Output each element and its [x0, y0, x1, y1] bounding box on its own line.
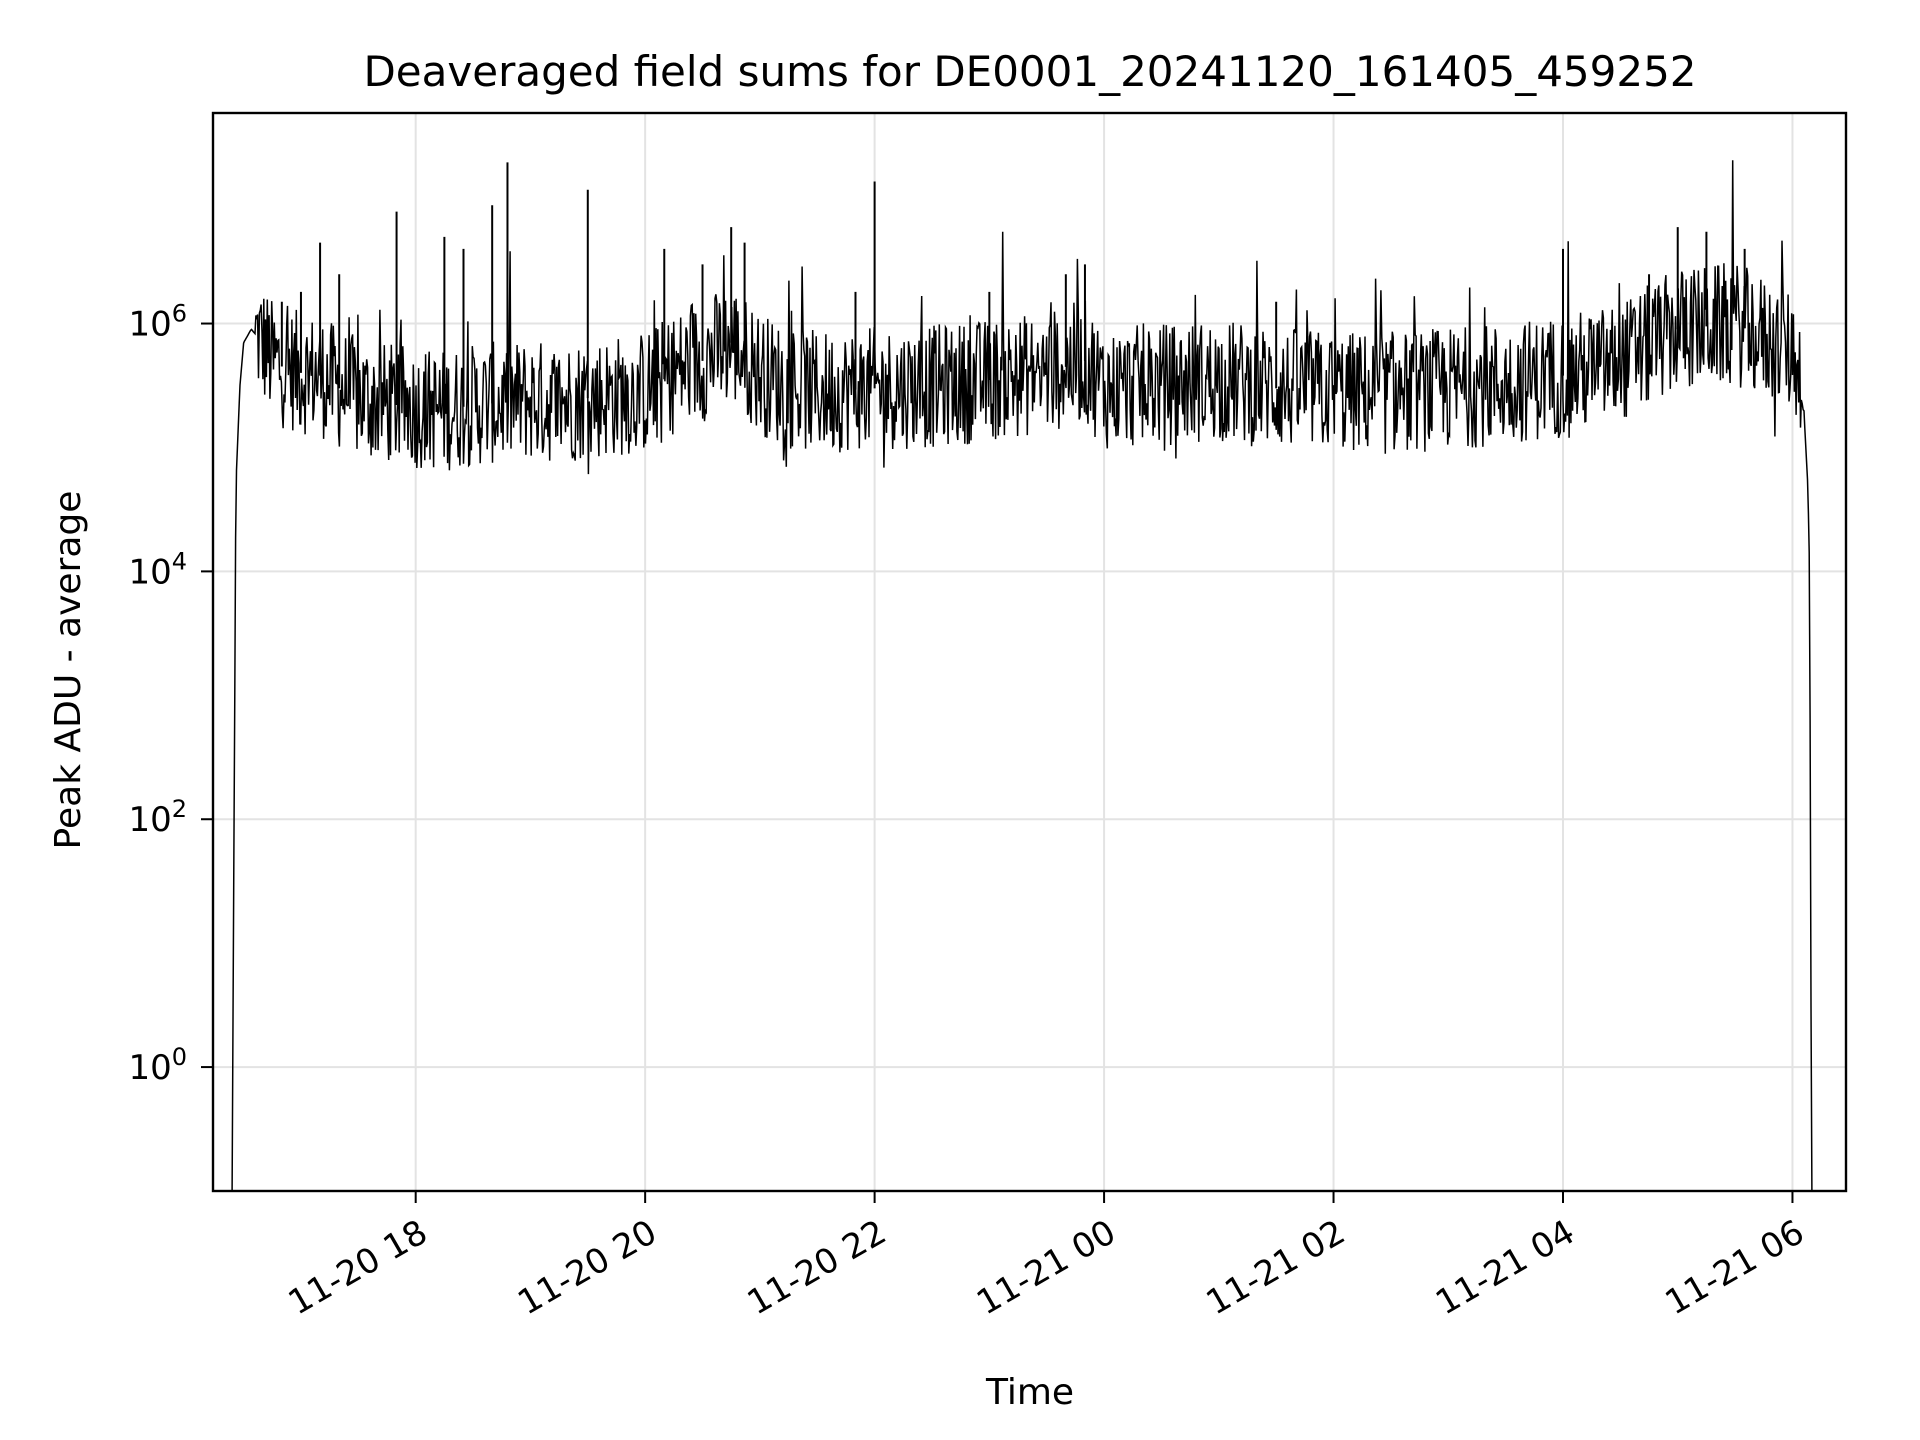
y-tick-label: 102 [128, 795, 187, 840]
y-tick-base: 10 [128, 800, 171, 840]
y-tick-exponent: 2 [172, 795, 187, 823]
x-axis-title: Time [985, 1372, 1074, 1413]
y-tick-exponent: 0 [172, 1043, 187, 1071]
chart-title: Deaveraged field sums for DE0001_2024112… [363, 47, 1696, 96]
y-tick-exponent: 4 [172, 547, 187, 575]
series-line [231, 160, 1816, 1192]
y-tick-base: 10 [128, 305, 171, 345]
y-axis-title: Peak ADU - average [48, 491, 89, 850]
plot-frame [211, 111, 1848, 1193]
y-tick-base: 10 [128, 1048, 171, 1088]
y-tick-base: 10 [128, 552, 171, 592]
y-tick-exponent: 6 [172, 300, 187, 328]
data-layer [231, 160, 1816, 1192]
y-tick-label: 106 [128, 300, 187, 345]
y-tick-label: 104 [128, 547, 187, 592]
y-tick-label: 100 [128, 1043, 187, 1088]
